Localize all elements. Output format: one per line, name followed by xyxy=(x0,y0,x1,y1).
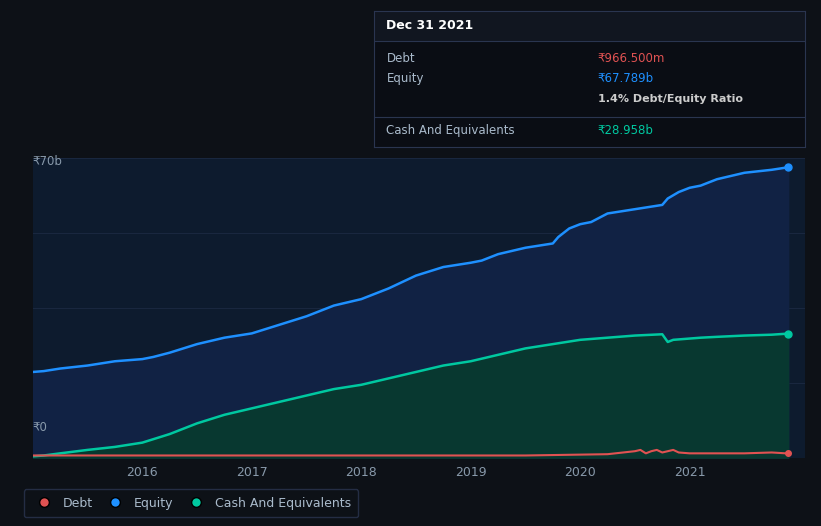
Legend: Debt, Equity, Cash And Equivalents: Debt, Equity, Cash And Equivalents xyxy=(24,489,358,518)
Text: 1.4% Debt/Equity Ratio: 1.4% Debt/Equity Ratio xyxy=(598,94,743,105)
Text: ₹0: ₹0 xyxy=(33,421,48,434)
Text: ₹70b: ₹70b xyxy=(33,155,62,168)
Text: Debt: Debt xyxy=(387,52,415,65)
Text: Equity: Equity xyxy=(387,73,424,85)
Text: ₹67.789b: ₹67.789b xyxy=(598,73,654,85)
Text: ₹28.958b: ₹28.958b xyxy=(598,124,654,137)
Text: Cash And Equivalents: Cash And Equivalents xyxy=(387,124,515,137)
Text: Dec 31 2021: Dec 31 2021 xyxy=(387,19,474,32)
Bar xyxy=(374,11,805,41)
Text: ₹966.500m: ₹966.500m xyxy=(598,52,665,65)
